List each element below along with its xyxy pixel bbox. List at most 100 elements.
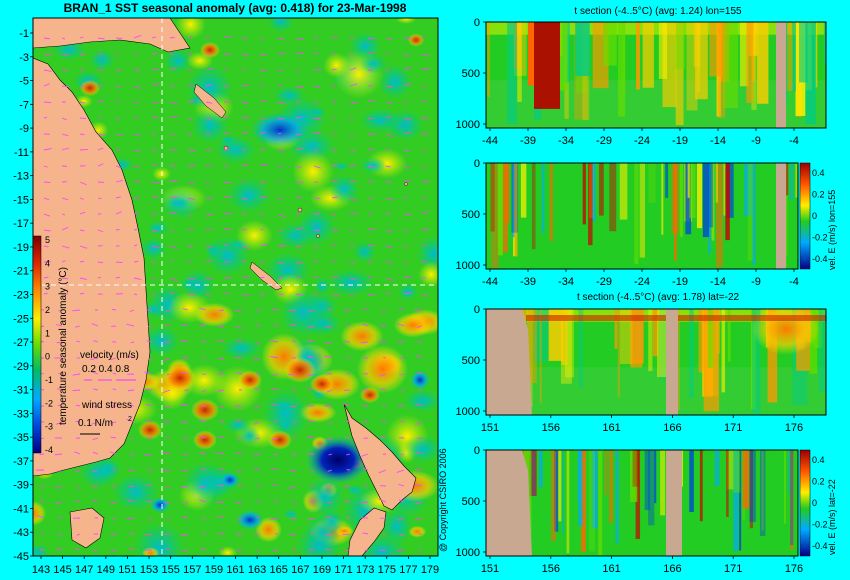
velocity-vector bbox=[115, 100, 120, 103]
section-streak bbox=[631, 309, 644, 364]
velocity-vector bbox=[91, 323, 99, 327]
velocity-vector bbox=[205, 213, 213, 216]
velocity-vector bbox=[418, 389, 423, 391]
velocity-vector bbox=[169, 179, 178, 183]
velocity-vector bbox=[79, 277, 87, 280]
section-x-tick-label: -4 bbox=[789, 135, 799, 147]
velocity-vector bbox=[58, 309, 63, 312]
velocity-vector bbox=[331, 36, 338, 39]
velocity-vector bbox=[241, 131, 249, 135]
velocity-vector bbox=[349, 180, 356, 183]
warm-core bbox=[752, 309, 820, 355]
velocity-vector bbox=[256, 549, 261, 552]
map-y-tick-label: -23 bbox=[13, 290, 29, 302]
velocity-vector bbox=[327, 308, 333, 311]
map-y-tick-label: -9 bbox=[19, 123, 29, 135]
section-streak bbox=[554, 450, 559, 532]
velocity-vector bbox=[363, 420, 369, 423]
velocity-vector bbox=[92, 499, 99, 503]
section-y-tick-label: 1000 bbox=[456, 547, 480, 559]
velocity-vector bbox=[382, 356, 387, 359]
velocity-vector bbox=[277, 52, 286, 55]
section-streak bbox=[512, 163, 515, 238]
section-streak bbox=[577, 450, 580, 503]
velocity-vector bbox=[180, 340, 189, 343]
warm-eddy bbox=[200, 42, 220, 58]
velocity-vector bbox=[259, 69, 267, 72]
map-y-tick-label: -33 bbox=[13, 408, 29, 420]
velocity-vector bbox=[97, 147, 104, 151]
velocity-vector bbox=[313, 117, 322, 120]
velocity-vector bbox=[187, 228, 194, 231]
velocity-vector bbox=[349, 101, 358, 104]
field-patch bbox=[142, 301, 166, 318]
velocity-vector bbox=[403, 165, 410, 169]
velocity-vector bbox=[403, 196, 408, 199]
velocity-vector bbox=[56, 323, 63, 327]
section-y-tick-label: 1000 bbox=[456, 119, 480, 131]
velocity-vector bbox=[313, 51, 319, 55]
field-patch bbox=[142, 547, 160, 556]
velocity-vector bbox=[326, 389, 333, 393]
velocity-vector bbox=[133, 180, 140, 183]
section-x-tick-label: -9 bbox=[751, 276, 761, 288]
velocity-vector bbox=[133, 244, 138, 247]
new-guinea-land bbox=[33, 18, 191, 53]
velocity-vector bbox=[79, 181, 87, 186]
velocity-vector bbox=[112, 485, 117, 488]
velocity-vector bbox=[295, 165, 302, 169]
velocity-vector bbox=[241, 84, 250, 87]
new-caledonia bbox=[249, 261, 283, 291]
velocity-vector bbox=[241, 275, 250, 279]
velocity-vector bbox=[385, 115, 392, 119]
section-streak bbox=[507, 22, 517, 124]
colorbar-tick-label: 4 bbox=[45, 258, 50, 268]
section-streak bbox=[665, 163, 669, 198]
section-streak bbox=[539, 309, 542, 404]
section-streak bbox=[534, 309, 550, 363]
velocity-vector bbox=[79, 36, 84, 39]
velocity-vector bbox=[349, 67, 357, 71]
velocity-vector bbox=[187, 197, 195, 201]
field-patch bbox=[186, 63, 233, 112]
velocity-vector bbox=[109, 451, 117, 455]
island bbox=[297, 207, 303, 213]
velocity-vector bbox=[205, 293, 211, 296]
section-streak bbox=[598, 450, 603, 556]
section-y-tick-label: 1000 bbox=[456, 406, 480, 418]
velocity-colorbar bbox=[799, 449, 811, 557]
velocity-vector bbox=[169, 36, 175, 39]
colorbar-label: temperature seasonal anomaly (°C) bbox=[58, 267, 69, 425]
velocity-vector bbox=[74, 500, 81, 503]
section-streak bbox=[795, 163, 798, 198]
section-streak bbox=[727, 309, 731, 362]
field-patch bbox=[214, 135, 257, 164]
section-x-tick-label: 151 bbox=[481, 422, 499, 434]
velocity-vector bbox=[146, 420, 153, 423]
section-x-tick-label: -14 bbox=[710, 276, 726, 288]
section-streak bbox=[582, 163, 586, 225]
field-patch bbox=[194, 302, 235, 327]
field-patch bbox=[352, 241, 377, 263]
velocity-vector bbox=[182, 549, 189, 552]
velocity-vector bbox=[133, 149, 141, 153]
warm-eddy bbox=[80, 80, 100, 96]
velocity-vector bbox=[61, 197, 69, 201]
section-streak bbox=[592, 163, 596, 222]
temp-section-lon155: 0 500 1000-44 -39 -34 -29 -24 -19 -14 -9 -4 bbox=[456, 17, 827, 147]
velocity-vector bbox=[115, 179, 123, 183]
map-y-tick-label: -3 bbox=[19, 52, 29, 64]
section-streak bbox=[513, 163, 518, 257]
section-x-tick-label: 166 bbox=[663, 422, 681, 434]
velocity-vector bbox=[289, 324, 297, 327]
velocity-colorbar-tick: -0.4 bbox=[812, 254, 828, 264]
velocity-vector bbox=[367, 52, 375, 55]
section-streak bbox=[578, 450, 583, 527]
velocity-vector bbox=[307, 356, 315, 359]
section-streak bbox=[742, 450, 750, 509]
velocity-vector bbox=[307, 517, 315, 521]
velocity-vector bbox=[199, 420, 207, 423]
field-patch bbox=[140, 237, 167, 260]
